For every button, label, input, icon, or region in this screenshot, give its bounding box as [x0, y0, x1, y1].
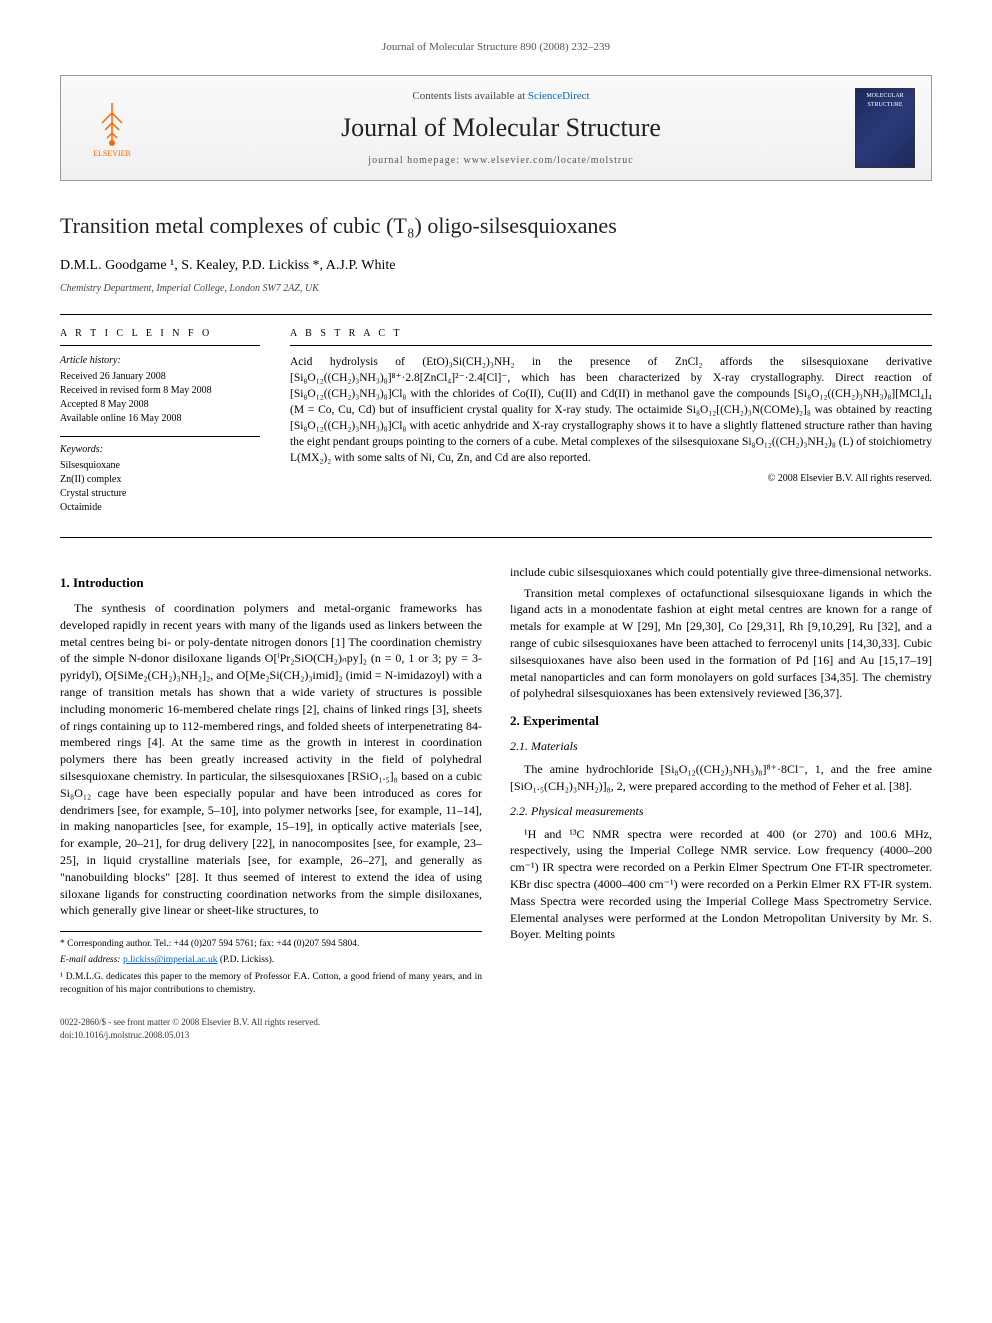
email-suffix: (P.D. Lickiss).: [220, 955, 274, 965]
body-paragraph: The synthesis of coordination polymers a…: [60, 600, 482, 919]
email-line: E-mail address: p.lickiss@imperial.ac.uk…: [60, 954, 482, 967]
publisher-name: ELSEVIER: [93, 148, 131, 159]
keyword: Silsesquioxane: [60, 459, 260, 473]
author-affiliation: Chemistry Department, Imperial College, …: [60, 282, 932, 296]
email-label: E-mail address:: [60, 955, 121, 965]
subsection-heading-materials: 2.1. Materials: [510, 738, 932, 755]
author-list: D.M.L. Goodgame ¹, S. Kealey, P.D. Licki…: [60, 256, 932, 276]
keywords-block: Keywords: Silsesquioxane Zn(II) complex …: [60, 443, 260, 515]
body-paragraph: ¹H and ¹³C NMR spectra were recorded at …: [510, 826, 932, 944]
keyword: Crystal structure: [60, 487, 260, 501]
footer-doi: doi:10.1016/j.molstruc.2008.05.013: [60, 1029, 320, 1042]
article-info-panel: A R T I C L E I N F O Article history: R…: [60, 327, 260, 525]
keyword: Zn(II) complex: [60, 473, 260, 487]
sciencedirect-link[interactable]: ScienceDirect: [528, 90, 590, 102]
elsevier-tree-icon: [87, 98, 137, 148]
cover-label: MOLECULAR STRUCTURE: [866, 93, 903, 107]
article-info-heading: A R T I C L E I N F O: [60, 327, 260, 346]
article-history-block: Article history: Received 26 January 200…: [60, 354, 260, 426]
footer-copyright: 0022-2860/$ - see front matter © 2008 El…: [60, 1016, 320, 1029]
keywords-title: Keywords:: [60, 443, 260, 457]
info-abstract-row: A R T I C L E I N F O Article history: R…: [60, 314, 932, 538]
elsevier-logo: ELSEVIER: [77, 93, 147, 163]
section-heading-experimental: 2. Experimental: [510, 712, 932, 730]
masthead-center: Contents lists available at ScienceDirec…: [163, 89, 839, 169]
abstract-heading: A B S T R A C T: [290, 327, 932, 346]
article-title: Transition metal complexes of cubic (T₈)…: [60, 211, 932, 242]
keyword: Octaimide: [60, 501, 260, 515]
history-line: Received 26 January 2008: [60, 370, 260, 384]
article-body: 1. Introduction The synthesis of coordin…: [60, 564, 932, 1001]
header-citation: Journal of Molecular Structure 890 (2008…: [60, 40, 932, 55]
history-line: Received in revised form 8 May 2008: [60, 384, 260, 398]
contents-prefix: Contents lists available at: [412, 90, 527, 102]
corresponding-email-link[interactable]: p.lickiss@imperial.ac.uk: [123, 955, 218, 965]
abstract-text: Acid hydrolysis of (EtO)₃Si(CH₂)₃NH₂ in …: [290, 354, 932, 467]
abstract-copyright: © 2008 Elsevier B.V. All rights reserved…: [290, 472, 932, 486]
journal-homepage: journal homepage: www.elsevier.com/locat…: [163, 154, 839, 168]
section-heading-introduction: 1. Introduction: [60, 574, 482, 592]
history-title: Article history:: [60, 354, 260, 368]
dedication-note: ¹ D.M.L.G. dedicates this paper to the m…: [60, 971, 482, 998]
corresponding-author-note: * Corresponding author. Tel.: +44 (0)207…: [60, 938, 482, 951]
abstract-panel: A B S T R A C T Acid hydrolysis of (EtO)…: [290, 327, 932, 525]
footer-left: 0022-2860/$ - see front matter © 2008 El…: [60, 1016, 320, 1041]
body-paragraph: Transition metal complexes of octafuncti…: [510, 585, 932, 703]
history-line: Available online 16 May 2008: [60, 412, 260, 426]
footnotes-block: * Corresponding author. Tel.: +44 (0)207…: [60, 931, 482, 997]
history-line: Accepted 8 May 2008: [60, 398, 260, 412]
subsection-heading-physical: 2.2. Physical measurements: [510, 803, 932, 820]
body-paragraph: include cubic silsesquioxanes which coul…: [510, 564, 932, 581]
body-paragraph: The amine hydrochloride [Si₈O₁₂((CH₂)₃NH…: [510, 761, 932, 795]
journal-masthead: ELSEVIER Contents lists available at Sci…: [60, 75, 932, 181]
page-footer: 0022-2860/$ - see front matter © 2008 El…: [60, 1016, 932, 1041]
journal-name: Journal of Molecular Structure: [163, 110, 839, 146]
journal-cover-thumbnail: MOLECULAR STRUCTURE: [855, 88, 915, 168]
contents-available-line: Contents lists available at ScienceDirec…: [163, 89, 839, 104]
